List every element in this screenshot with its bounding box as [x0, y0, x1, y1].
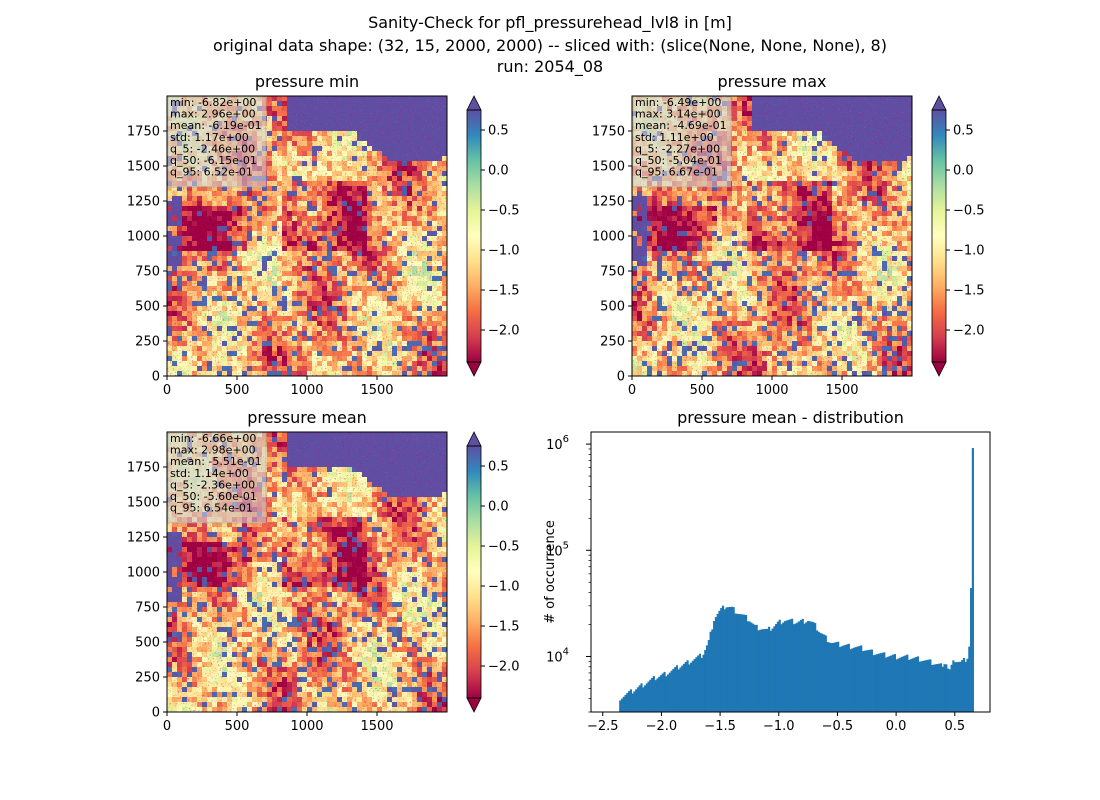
colorbar-gradient: [467, 110, 481, 362]
colorbar-tick-label: −0.5: [488, 204, 520, 219]
y-tick-label: 0: [152, 370, 160, 385]
panel-title: pressure max: [717, 72, 826, 91]
panel-title: pressure min: [255, 72, 359, 91]
colorbar-tick-label: 0.0: [488, 164, 509, 179]
x-tick-label: 500: [225, 383, 250, 398]
x-tick-label: 1500: [360, 383, 393, 398]
figure-title-line-3: run: 2054_08: [497, 57, 603, 77]
colorbar-extend-bottom: [466, 361, 482, 377]
colorbar-tick-label: −2.0: [488, 324, 520, 339]
stats-line: q_95: 6.52e-01: [170, 166, 253, 179]
heatmap-panel-1: pressure min 0 500 1000 1500 0 250 500 750 1000 12…: [127, 72, 520, 398]
stats-line: min: -6.82e+00: [170, 96, 256, 109]
x-tick-label: 1000: [290, 383, 323, 398]
y-tick-label: 750: [135, 265, 160, 280]
x-tick-label: 0: [163, 383, 171, 398]
colorbar: 0.5 0.0 −0.5 −1.0 −1.5 −2.0: [466, 95, 520, 377]
colorbar-tick-label: −1.5: [488, 284, 520, 299]
y-tick-label: 1500: [127, 160, 160, 175]
stats-line: q_50: -6.15e-01: [170, 154, 257, 167]
colorbar-tick-label: −1.0: [488, 244, 520, 259]
y-tick-label: 500: [135, 300, 160, 315]
stats-line: max: 2.96e+00: [170, 108, 256, 121]
stats-line: q_5: -2.46e+00: [170, 142, 255, 155]
stats-line: std: 1.17e+00: [170, 131, 249, 144]
stats-box-bg: [167, 96, 267, 188]
figure-title-line-1: Sanity-Check for pfl_pressurehead_lvl8 i…: [368, 13, 732, 33]
y-tick-label: 1750: [127, 125, 160, 140]
colorbar-extend-top: [466, 95, 482, 111]
colorbar-frame: [466, 109, 482, 363]
y-tick-label: 1250: [127, 195, 160, 210]
y-tick-label: 1000: [127, 230, 160, 245]
colorbar-tick-label: 0.5: [488, 124, 509, 139]
y-tick-label: 250: [135, 335, 160, 350]
stats-line: mean: -6.19e-01: [170, 119, 262, 132]
figure-title-line-2: original data shape: (32, 15, 2000, 2000…: [213, 36, 887, 55]
